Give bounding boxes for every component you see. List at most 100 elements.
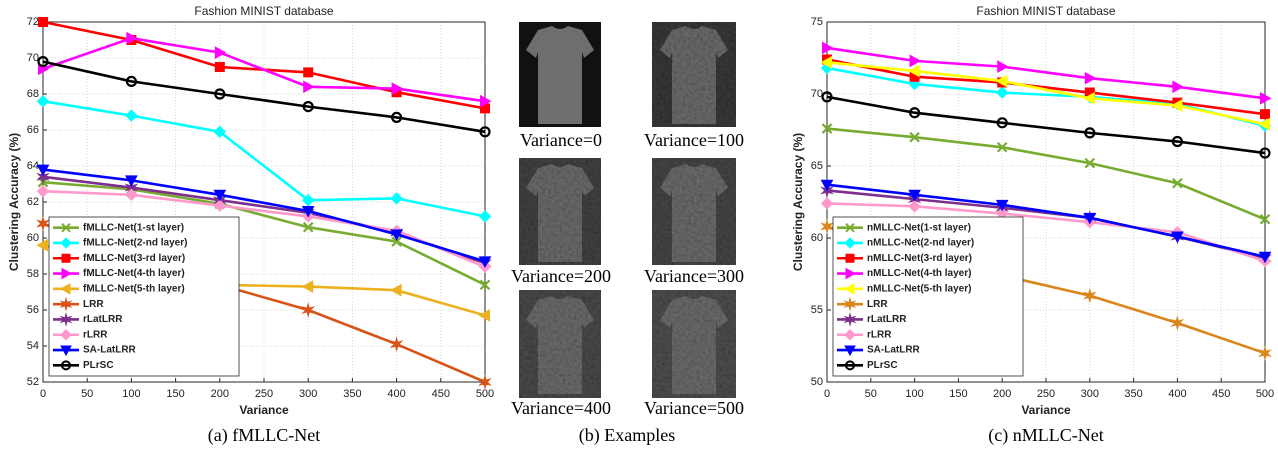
- image-caption: Variance=500: [644, 398, 744, 418]
- series-line: [826, 61, 1266, 126]
- data-point: [213, 189, 227, 202]
- data-point: [36, 215, 50, 232]
- legend-label: fMLLC-Net(3-rd layer): [83, 253, 185, 264]
- x-tick-label: 100: [905, 388, 923, 400]
- data-point: [479, 279, 491, 291]
- data-point: [821, 123, 833, 134]
- legend-label: nMLLC-Net(2-nd layer): [867, 238, 974, 249]
- legend-label: PLrSC: [83, 360, 114, 371]
- data-point: [36, 184, 50, 198]
- series-line: [42, 60, 486, 134]
- data-point: [1170, 315, 1185, 331]
- legend-marker: [844, 345, 856, 357]
- legend-box: [48, 216, 240, 377]
- data-point: [1082, 287, 1097, 304]
- data-point: [1171, 231, 1184, 244]
- data-point: [389, 336, 404, 353]
- image-caption: Variance=400: [511, 398, 611, 418]
- y-tick-label: 70: [27, 52, 39, 64]
- series-line: [42, 36, 486, 103]
- data-point: [390, 192, 403, 205]
- example-image: [519, 22, 601, 127]
- data-point: [37, 56, 49, 68]
- x-tick-label: 50: [865, 388, 877, 400]
- x-tick-label: 50: [81, 388, 93, 400]
- x-tick-label: 300: [1081, 388, 1099, 400]
- legend-label: nMLLC-Net(3-rd layer): [867, 253, 972, 264]
- legend-marker: [843, 296, 857, 312]
- x-tick-label: 100: [122, 388, 140, 400]
- data-point: [908, 189, 921, 202]
- legend-label: rLatLRR: [83, 314, 123, 325]
- data-point: [391, 111, 403, 123]
- y-tick-label: 65: [811, 160, 823, 172]
- image-caption: Variance=0: [520, 130, 602, 150]
- y-tick-label: 70: [811, 88, 823, 100]
- legend-marker: [844, 237, 856, 249]
- y-axis-label: Clustering Accuracy (%): [7, 133, 21, 271]
- x-tick-label: 250: [1037, 388, 1055, 400]
- data-point: [478, 374, 492, 390]
- legend: fMLLC-Net(1-st layer) fMLLC-Net(2-nd laye…: [48, 216, 240, 377]
- legend-box: [832, 216, 1024, 377]
- data-point: [1172, 178, 1183, 189]
- y-tick-label: 54: [27, 340, 39, 352]
- x-tick-label: 500: [476, 388, 494, 400]
- x-tick-label: 450: [1212, 388, 1230, 400]
- data-point: [909, 107, 921, 119]
- data-point: [125, 175, 138, 187]
- legend-marker: [61, 267, 73, 280]
- legend-marker: [843, 283, 855, 295]
- data-point: [36, 238, 48, 252]
- data-point: [391, 82, 404, 95]
- data-point: [303, 80, 315, 94]
- series-line: [42, 168, 486, 263]
- data-point: [1083, 91, 1095, 105]
- data-point: [391, 236, 402, 247]
- series-line: [826, 127, 1266, 221]
- example-image: [519, 158, 601, 265]
- data-point: [390, 229, 403, 241]
- y-tick-label: 62: [27, 196, 39, 208]
- x-tick-label: 200: [211, 388, 229, 400]
- x-tick-label: 0: [40, 388, 46, 400]
- data-point: [390, 283, 402, 297]
- data-point: [909, 54, 922, 68]
- x-axis-label: Variance: [1021, 403, 1071, 417]
- legend-marker: [60, 329, 72, 341]
- panel-caption: (c) nMLLC-Net: [988, 425, 1103, 446]
- data-point: [909, 131, 920, 143]
- data-point: [995, 199, 1009, 212]
- data-point: [301, 206, 315, 218]
- data-point: [820, 179, 834, 192]
- legend-label: fMLLC-Net(4-th layer): [83, 268, 185, 279]
- data-point: [820, 197, 834, 210]
- data-point: [126, 31, 138, 45]
- x-tick-label: 500: [1256, 388, 1274, 400]
- series-line: [42, 99, 486, 218]
- x-tick-label: 150: [949, 388, 967, 400]
- legend-label: SA-LatLRR: [83, 345, 137, 356]
- x-tick-label: 250: [255, 388, 273, 400]
- data-point: [38, 17, 48, 27]
- legend-label: nMLLC-Net(5-th layer): [867, 283, 971, 294]
- legend-marker: [845, 360, 856, 371]
- data-point: [822, 41, 834, 55]
- image-caption: Variance=100: [644, 130, 744, 150]
- y-axis-label: Clustering Accuracy (%): [791, 133, 805, 271]
- y-tick-label: 55: [811, 304, 823, 316]
- data-point: [213, 199, 227, 212]
- series-line: [826, 58, 1266, 116]
- data-point: [1260, 109, 1270, 120]
- y-tick-label: 56: [27, 304, 39, 316]
- legend-marker: [61, 360, 72, 371]
- legend-marker: [60, 237, 72, 249]
- line-chart: 52 54 56 58 60 62 64 66 68 70 72 0 50 100 150 200 250 300…: [7, 4, 494, 446]
- data-point: [303, 67, 314, 78]
- example-image: [652, 290, 736, 398]
- series-line: [42, 180, 486, 286]
- x-tick-label: 300: [299, 388, 317, 400]
- data-point: [1084, 71, 1097, 85]
- legend-label: PLrSC: [867, 360, 898, 371]
- legend-label: nMLLC-Net(1-st layer): [867, 222, 971, 233]
